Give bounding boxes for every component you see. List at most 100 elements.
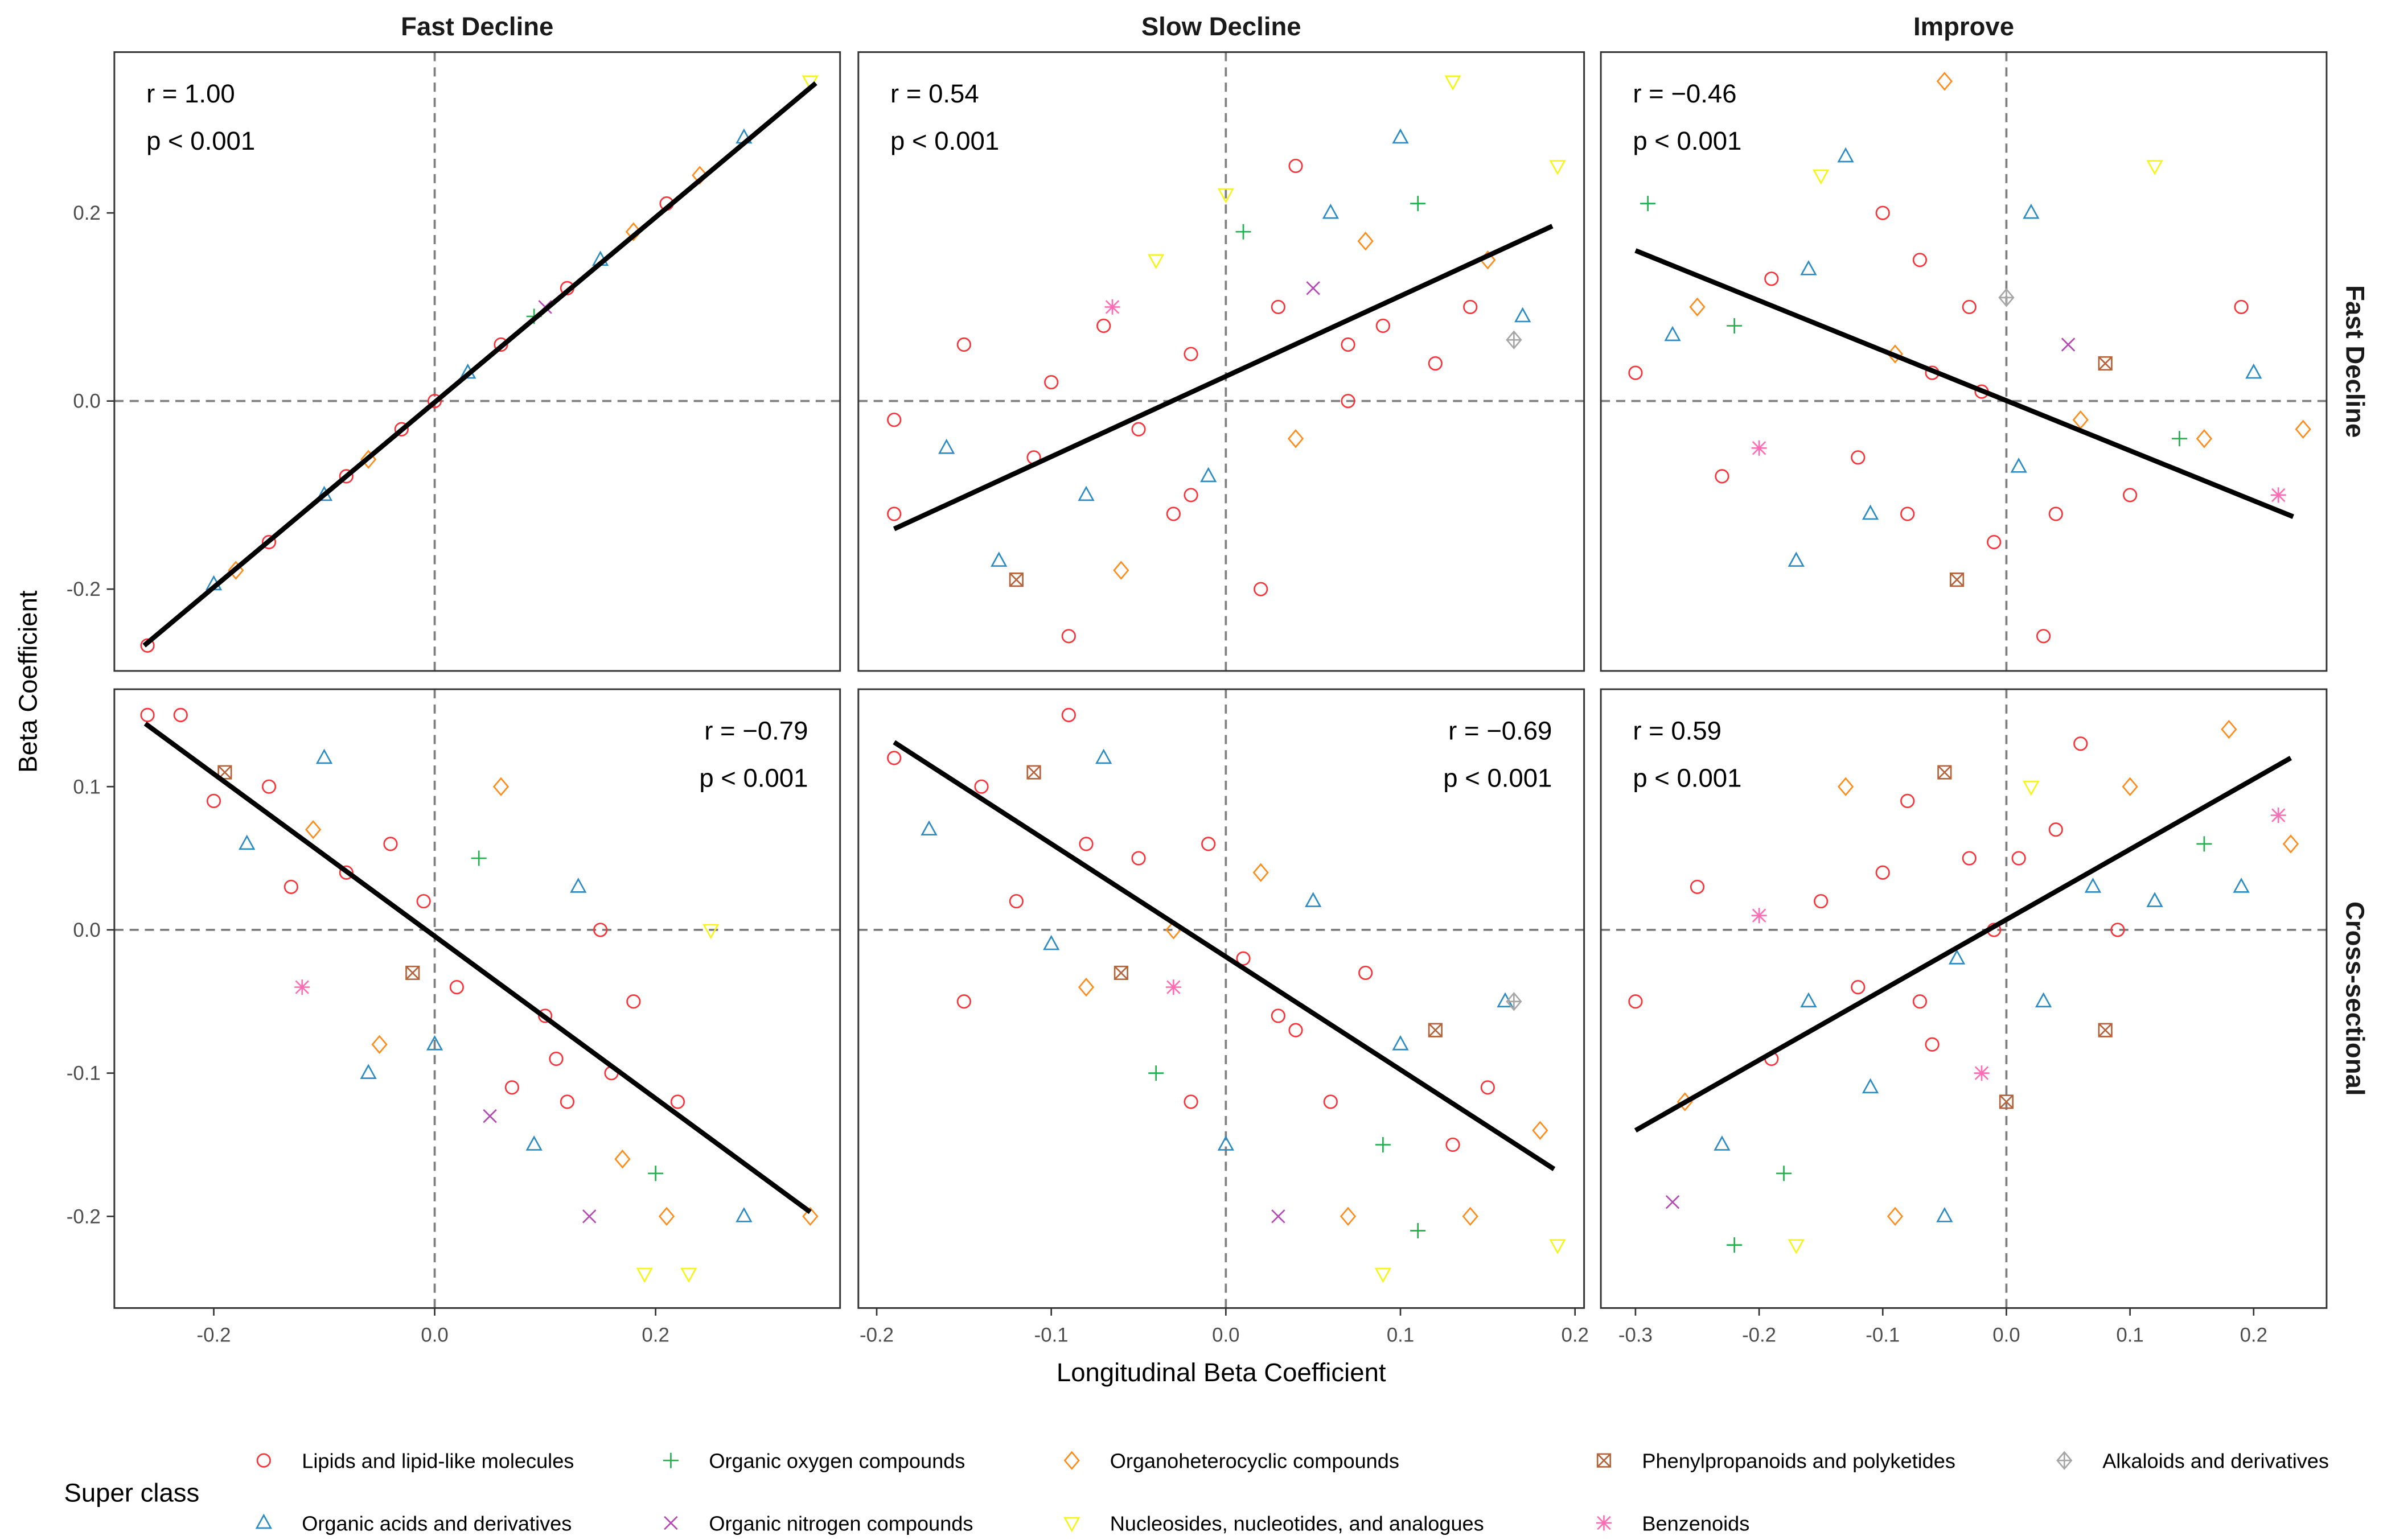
data-point-part xyxy=(416,893,431,909)
data-point-part xyxy=(991,551,1008,567)
data-point xyxy=(1114,965,1128,981)
x-tick-label: -0.1 xyxy=(1866,1324,1900,1346)
data-point xyxy=(1776,1166,1792,1181)
data-point-part xyxy=(2098,356,2113,371)
data-point xyxy=(1078,977,1095,997)
data-point xyxy=(1715,469,1729,484)
data-point xyxy=(140,707,155,722)
data-point-part xyxy=(1962,299,1977,314)
data-point-part xyxy=(2010,458,2027,473)
x-axis-title: Longitudinal Beta Coefficient xyxy=(1057,1358,1386,1387)
row-strip-0: Fast Decline xyxy=(2341,285,2370,438)
p-value-label: p < 0.001 xyxy=(699,763,808,792)
data-point xyxy=(2221,719,2237,739)
data-point-part xyxy=(1410,196,1426,212)
data-point-part xyxy=(1999,1094,2014,1109)
x-tick-label: -0.3 xyxy=(1618,1324,1653,1346)
data-point-part xyxy=(1428,356,1443,371)
data-point xyxy=(1009,893,1024,909)
data-point-part xyxy=(2234,299,2249,314)
x-tick-label: -0.2 xyxy=(197,1324,231,1346)
data-point xyxy=(394,422,409,437)
data-point-part xyxy=(239,834,256,850)
data-point xyxy=(2295,419,2311,439)
data-point-part xyxy=(2011,851,2026,866)
data-point xyxy=(887,751,902,765)
legend-label: Lipids and lipid-like molecules xyxy=(302,1450,574,1473)
data-point-part xyxy=(1104,299,1120,315)
legend-key-triangle-down-icon-part xyxy=(1063,1517,1080,1533)
legend-item: Benzenoids xyxy=(1596,1512,1749,1535)
p-value-label: p < 0.001 xyxy=(1443,763,1552,792)
data-point xyxy=(284,879,298,894)
data-point xyxy=(471,850,487,866)
data-point-part xyxy=(1271,1209,1285,1224)
data-point xyxy=(416,893,431,909)
data-point-part xyxy=(1095,748,1112,764)
data-point xyxy=(549,1051,564,1067)
data-point xyxy=(1800,992,1817,1008)
data-point-part xyxy=(1751,908,1767,924)
data-point-part xyxy=(2023,203,2040,219)
data-point xyxy=(1665,1195,1680,1209)
legend-key-circle-icon xyxy=(256,1453,271,1468)
legend-key-square-cross-icon-part xyxy=(1596,1453,1612,1468)
data-point xyxy=(956,337,971,352)
y-tick-label: 0.0 xyxy=(73,390,100,413)
data-point-part xyxy=(2245,363,2262,379)
data-point xyxy=(1341,394,1355,409)
data-point xyxy=(1814,893,1829,909)
data-point xyxy=(2196,429,2213,448)
data-point xyxy=(315,748,333,764)
panel-1-0: r = −0.79 p < 0.001 -0.2 0.0 0.2 -0.2 -0.1 0.0 0… xyxy=(67,688,841,1346)
data-point-part xyxy=(1114,965,1128,981)
legend-item: Organic acids and derivatives xyxy=(255,1512,572,1535)
data-point xyxy=(658,1207,675,1226)
data-point xyxy=(2010,458,2027,473)
data-point xyxy=(1374,1267,1391,1283)
data-point xyxy=(1410,196,1426,212)
data-point-part xyxy=(1936,1207,1953,1222)
y-tick-label: 0.0 xyxy=(73,919,100,941)
data-point xyxy=(1751,440,1767,456)
data-point-part xyxy=(1357,232,1374,251)
data-point-part xyxy=(2295,419,2311,439)
data-point-part xyxy=(173,707,188,722)
data-point xyxy=(525,1135,543,1151)
data-point xyxy=(1628,994,1643,1009)
data-point xyxy=(1200,467,1217,483)
data-point-part xyxy=(261,534,277,550)
data-point-part xyxy=(1936,72,1953,91)
data-point-part xyxy=(294,979,310,995)
data-point-part xyxy=(614,1149,631,1169)
data-point-part xyxy=(1096,318,1111,333)
data-point xyxy=(1640,196,1656,212)
data-point xyxy=(1962,851,1977,866)
data-point-part xyxy=(1148,254,1165,270)
legend-label: Organic oxygen compounds xyxy=(709,1450,965,1473)
x-tick-label: 0.2 xyxy=(1561,1324,1588,1346)
data-point xyxy=(1727,1237,1743,1253)
data-point-part xyxy=(1727,1237,1743,1253)
data-point-part xyxy=(1900,507,1915,521)
panels: Fast Decline Slow Decline Improve Fast Decl… xyxy=(67,12,2370,1346)
data-point xyxy=(1061,707,1076,722)
panel-0-2: r = −0.46 p < 0.001 xyxy=(1600,51,2328,672)
data-point xyxy=(427,394,442,409)
legend-key-plus-icon-part xyxy=(663,1452,679,1468)
data-point-part xyxy=(1788,551,1805,567)
data-point xyxy=(1217,1135,1234,1151)
legend-key-diamond-plus-icon-part xyxy=(2056,1451,2073,1470)
data-point xyxy=(1288,1023,1303,1037)
data-point xyxy=(1480,1080,1495,1095)
data-point xyxy=(1148,254,1165,270)
data-point xyxy=(1217,188,1234,204)
data-point-part xyxy=(1078,977,1095,997)
data-point-part xyxy=(383,837,398,851)
data-point-part xyxy=(1532,1121,1548,1140)
data-point xyxy=(1549,160,1566,175)
data-point-part xyxy=(140,707,155,722)
data-point-part xyxy=(315,748,333,764)
data-point-part xyxy=(2196,836,2212,852)
